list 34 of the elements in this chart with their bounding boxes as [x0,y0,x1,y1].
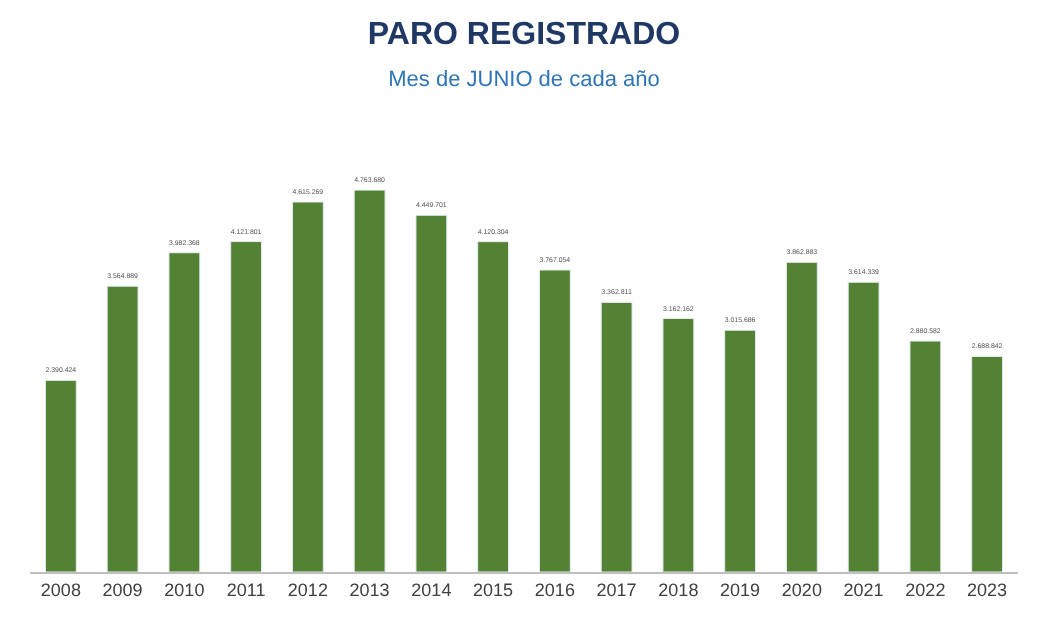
x-tick-label: 2009 [102,579,143,600]
bar [971,355,1004,572]
bar [724,329,757,572]
x-tick-label: 2019 [720,579,761,600]
x-tick-label: 2015 [473,579,514,600]
x-tick-label: 2017 [596,579,637,600]
chart-title: PARO REGISTRADO [367,18,681,53]
bar [600,301,633,572]
bar [106,285,139,572]
bar [785,261,818,572]
x-tick-label: 2008 [40,579,81,600]
bar [230,241,263,572]
bar [168,252,201,572]
bar [291,201,324,572]
x-tick-label: 2018 [658,579,699,600]
x-tick-label: 2016 [534,579,575,600]
x-tick-label: 2020 [781,579,822,600]
bar [353,189,386,572]
x-tick-label: 2023 [967,579,1008,600]
bar [477,241,510,572]
bar [662,318,695,572]
bar [415,214,448,572]
bar [847,281,880,572]
bar [909,340,942,572]
x-tick-label: 2011 [226,579,266,600]
chart-subtitle: Mes de JUNIO de cada año [388,67,660,92]
x-tick-label: 2012 [287,579,328,600]
bar [538,269,571,572]
x-tick-label: 2022 [905,579,946,600]
x-tick-label: 2014 [411,579,452,600]
x-tick-label: 2013 [349,579,390,600]
bar [44,379,77,572]
x-tick-label: 2010 [164,579,205,600]
x-tick-label: 2021 [843,579,884,600]
